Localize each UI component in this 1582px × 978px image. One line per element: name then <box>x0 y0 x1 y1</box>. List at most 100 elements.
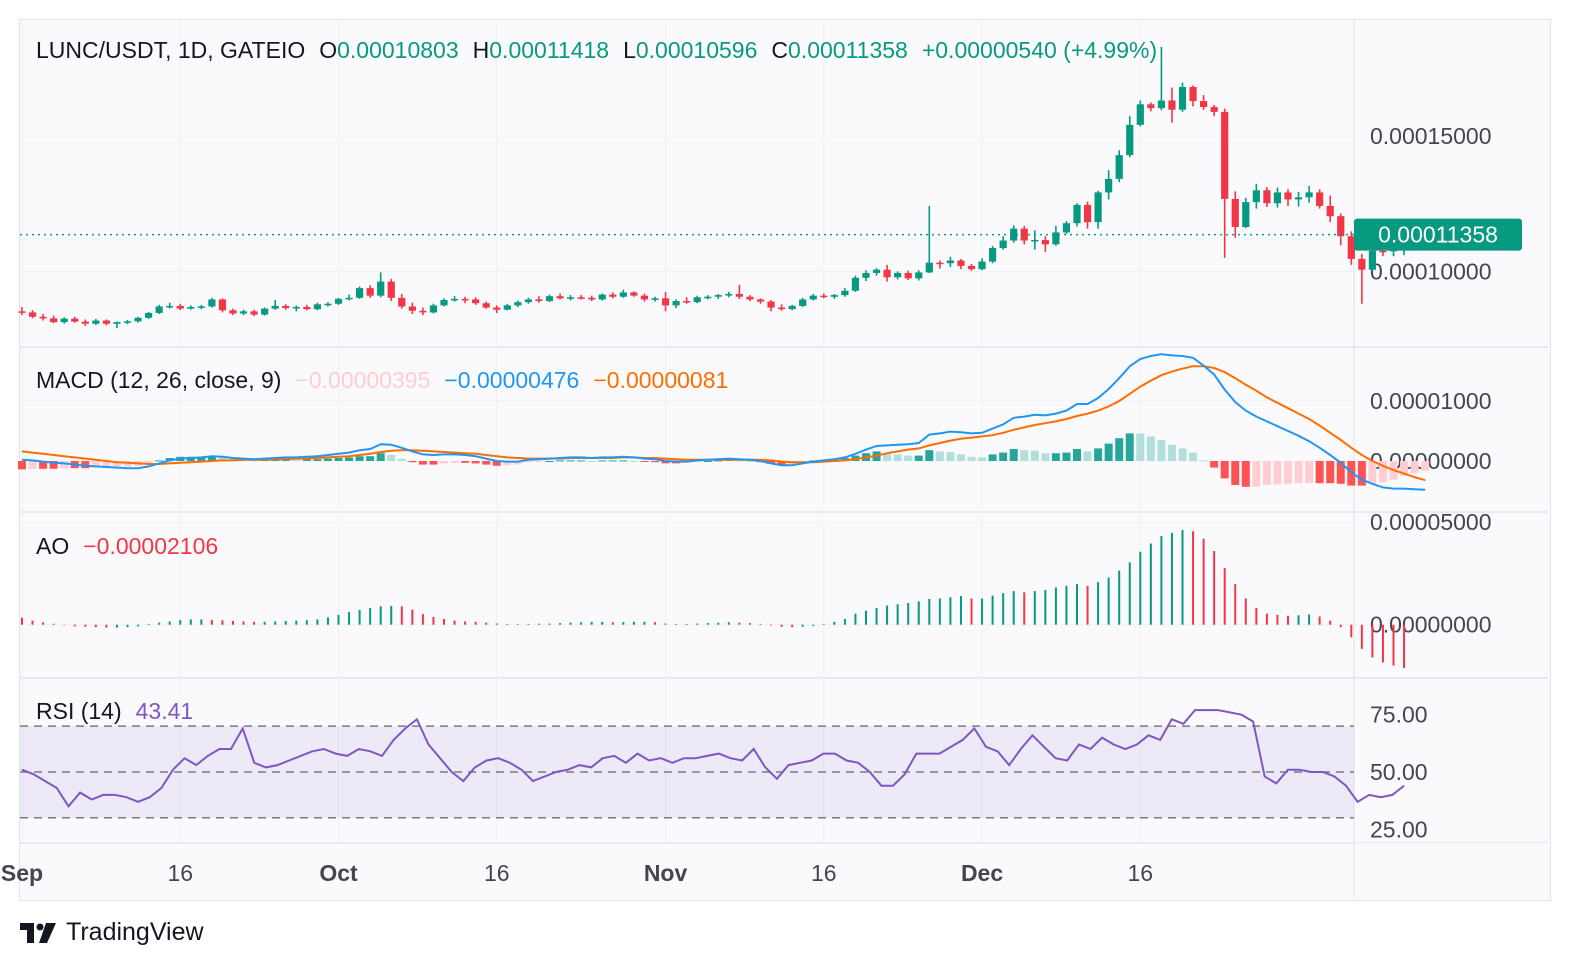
macd-histogram-bar <box>1157 440 1166 461</box>
macd-histogram-bar <box>440 461 448 464</box>
candle-body <box>1041 239 1049 245</box>
candle-body <box>482 303 490 308</box>
macd-histogram-bar <box>1104 443 1113 461</box>
macd-histogram-bar <box>1400 461 1409 476</box>
macd-histogram-bar <box>471 461 480 464</box>
candle-body <box>1368 250 1376 270</box>
macd-histogram-bar <box>39 461 48 469</box>
macd-histogram-bar <box>292 459 301 461</box>
candle-body <box>239 311 248 314</box>
x-tick-label: Oct <box>319 860 358 886</box>
low-label: L <box>623 37 636 63</box>
candle-body <box>1284 192 1292 200</box>
candle-body <box>113 322 121 324</box>
macd-histogram-bar <box>524 461 533 463</box>
macd-histogram-bar <box>1199 460 1208 462</box>
macd-histogram-bar <box>1167 444 1176 461</box>
candle-body <box>377 281 385 296</box>
macd-histogram-bar <box>935 451 944 461</box>
macd-histogram-bar <box>745 461 754 462</box>
x-tick-label: 16 <box>167 860 193 886</box>
candle-body <box>1273 192 1282 204</box>
macd-histogram-bar <box>883 453 892 461</box>
macd-histogram-bar <box>345 457 354 461</box>
macd-histogram-bar <box>102 461 111 467</box>
ao-title: AO <box>36 533 70 559</box>
candle-body <box>250 311 258 315</box>
candle-body <box>767 301 775 308</box>
candle-body <box>71 318 79 322</box>
macd-histogram-bar <box>1368 461 1377 484</box>
macd-histogram-bar <box>91 461 100 468</box>
candle-body <box>619 292 627 297</box>
macd-histogram-value: −0.00000395 <box>295 367 431 393</box>
macd-histogram-bar <box>978 457 987 461</box>
candle-body <box>756 299 765 302</box>
candle-body <box>683 301 691 303</box>
candle-body <box>155 306 163 313</box>
macd-histogram-bar <box>112 461 121 467</box>
candle-body <box>978 261 986 270</box>
candle-body <box>1231 198 1239 228</box>
candle-body <box>1136 104 1144 125</box>
macd-histogram-bar <box>1189 452 1198 461</box>
macd-histogram-bar <box>418 461 427 465</box>
macd-histogram-bar <box>1125 433 1134 461</box>
macd-histogram-bar <box>250 460 259 462</box>
candle-body <box>356 288 364 298</box>
macd-histogram-bar <box>207 456 216 461</box>
high-label: H <box>472 37 490 63</box>
macd-histogram-bar <box>999 452 1008 461</box>
symbol-label: LUNC/USDT, 1D, GATEIO <box>36 37 306 63</box>
candle-body <box>967 265 976 270</box>
candle-body <box>894 272 902 278</box>
candle-body <box>630 292 638 296</box>
candle-body <box>609 294 617 297</box>
macd-histogram-bar <box>302 459 311 461</box>
candle-body <box>925 262 933 273</box>
last-price-tag <box>1354 218 1522 251</box>
candle-body <box>450 298 459 301</box>
macd-histogram-bar <box>429 461 438 465</box>
macd-histogram-bar <box>1410 461 1419 473</box>
x-tick-label: 16 <box>1128 860 1154 886</box>
macd-histogram-bar <box>1315 461 1324 484</box>
candle-body <box>936 262 944 265</box>
macd-histogram-bar <box>366 456 375 461</box>
macd-histogram-bar <box>566 460 575 462</box>
x-tick-label: 16 <box>484 860 510 886</box>
candle-body <box>60 318 68 323</box>
candle-body <box>1294 197 1303 200</box>
candle-body <box>1073 204 1081 224</box>
macd-histogram-bar <box>904 455 913 461</box>
ao-tick-label: 0.00000000 <box>1370 612 1492 638</box>
candle-body <box>345 297 353 300</box>
macd-histogram-bar <box>1210 461 1219 468</box>
macd-histogram-bar <box>1030 450 1039 461</box>
macd-histogram-bar <box>1378 461 1387 483</box>
candle-body <box>461 298 469 301</box>
rsi-tick-label: 50.00 <box>1370 759 1428 785</box>
candle-body <box>820 295 828 298</box>
candle-body <box>915 272 923 279</box>
macd-histogram-bar <box>1041 453 1050 461</box>
chart-canvas[interactable]: Sep 16 Oct 16 Nov 16 Dec 16 0.00015000 0.00010000… <box>0 0 1582 910</box>
price-tick-label: 0.00015000 <box>1370 123 1492 149</box>
candle-body <box>503 305 511 310</box>
candle-body <box>1157 100 1165 109</box>
candle-body <box>334 298 343 304</box>
macd-signal-value: −0.00000081 <box>593 367 729 393</box>
x-tick-label: 16 <box>811 860 837 886</box>
candle-body <box>640 295 649 300</box>
macd-histogram-bar <box>1073 449 1081 461</box>
macd-histogram-bar <box>313 459 322 461</box>
macd-histogram-bar <box>651 461 659 463</box>
x-tick-label: Sep <box>1 860 43 886</box>
macd-histogram-bar <box>714 460 723 462</box>
candle-body <box>145 312 153 318</box>
candle-body <box>841 290 849 296</box>
macd-histogram-bar <box>1051 453 1060 461</box>
candle-body <box>989 248 997 262</box>
macd-histogram-bar <box>619 460 628 462</box>
ao-value: −0.00002106 <box>83 533 219 559</box>
